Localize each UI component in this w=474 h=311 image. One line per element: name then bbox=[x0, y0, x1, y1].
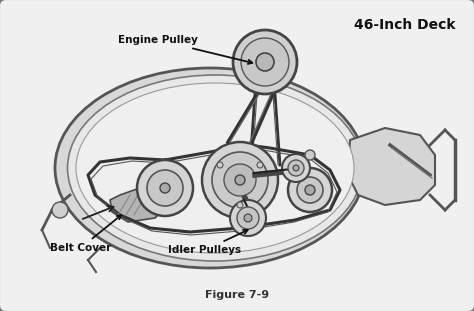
Ellipse shape bbox=[76, 83, 354, 253]
Circle shape bbox=[241, 38, 289, 86]
Circle shape bbox=[288, 160, 304, 176]
Circle shape bbox=[217, 162, 223, 168]
Polygon shape bbox=[110, 185, 168, 222]
Circle shape bbox=[297, 177, 323, 203]
Circle shape bbox=[202, 142, 278, 218]
Circle shape bbox=[237, 207, 259, 229]
Text: Belt Cover: Belt Cover bbox=[50, 215, 121, 253]
Circle shape bbox=[256, 53, 274, 71]
Circle shape bbox=[230, 200, 266, 236]
Circle shape bbox=[305, 185, 315, 195]
Circle shape bbox=[160, 183, 170, 193]
Circle shape bbox=[52, 202, 68, 218]
Ellipse shape bbox=[55, 68, 365, 268]
Circle shape bbox=[147, 170, 183, 206]
Text: Engine Pulley: Engine Pulley bbox=[118, 35, 252, 64]
Text: Idler Pulleys: Idler Pulleys bbox=[168, 230, 247, 255]
Circle shape bbox=[224, 164, 256, 196]
Circle shape bbox=[288, 168, 332, 212]
Circle shape bbox=[212, 152, 268, 208]
Text: Figure 7-9: Figure 7-9 bbox=[205, 290, 269, 300]
Circle shape bbox=[282, 154, 310, 182]
Circle shape bbox=[305, 150, 315, 160]
Circle shape bbox=[244, 214, 252, 222]
Polygon shape bbox=[348, 128, 435, 205]
Circle shape bbox=[235, 175, 245, 185]
Circle shape bbox=[233, 30, 297, 94]
Ellipse shape bbox=[67, 75, 363, 261]
Circle shape bbox=[257, 162, 263, 168]
Circle shape bbox=[237, 202, 243, 208]
Text: 46-Inch Deck: 46-Inch Deck bbox=[355, 18, 456, 32]
Circle shape bbox=[293, 165, 299, 171]
Circle shape bbox=[137, 160, 193, 216]
